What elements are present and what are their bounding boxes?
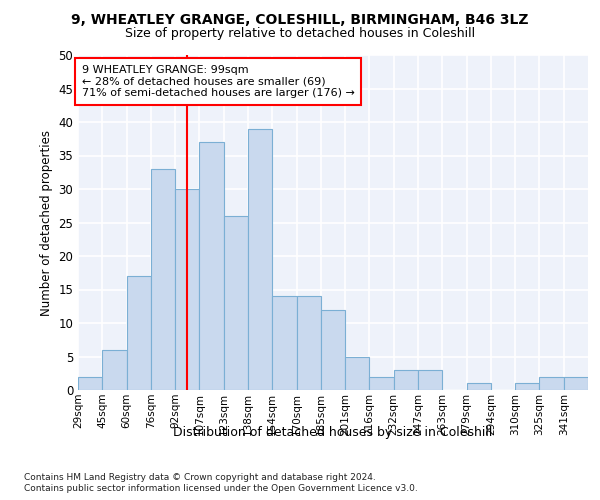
Bar xyxy=(296,296,321,390)
Text: Distribution of detached houses by size in Coleshill: Distribution of detached houses by size … xyxy=(173,426,493,439)
Bar xyxy=(102,350,127,390)
Bar xyxy=(175,189,199,390)
Bar xyxy=(515,384,539,390)
Bar xyxy=(272,296,296,390)
Bar xyxy=(370,376,394,390)
Bar xyxy=(321,310,345,390)
Bar xyxy=(199,142,224,390)
Bar xyxy=(418,370,442,390)
Text: Size of property relative to detached houses in Coleshill: Size of property relative to detached ho… xyxy=(125,28,475,40)
Bar xyxy=(539,376,564,390)
Bar xyxy=(151,169,175,390)
Text: 9, WHEATLEY GRANGE, COLESHILL, BIRMINGHAM, B46 3LZ: 9, WHEATLEY GRANGE, COLESHILL, BIRMINGHA… xyxy=(71,12,529,26)
Text: 9 WHEATLEY GRANGE: 99sqm
← 28% of detached houses are smaller (69)
71% of semi-d: 9 WHEATLEY GRANGE: 99sqm ← 28% of detach… xyxy=(82,65,355,98)
Text: Contains public sector information licensed under the Open Government Licence v3: Contains public sector information licen… xyxy=(24,484,418,493)
Bar xyxy=(564,376,588,390)
Text: Contains HM Land Registry data © Crown copyright and database right 2024.: Contains HM Land Registry data © Crown c… xyxy=(24,472,376,482)
Bar xyxy=(78,376,102,390)
Bar xyxy=(394,370,418,390)
Bar xyxy=(224,216,248,390)
Bar xyxy=(127,276,151,390)
Bar xyxy=(345,356,370,390)
Bar xyxy=(467,384,491,390)
Bar xyxy=(248,128,272,390)
Y-axis label: Number of detached properties: Number of detached properties xyxy=(40,130,53,316)
